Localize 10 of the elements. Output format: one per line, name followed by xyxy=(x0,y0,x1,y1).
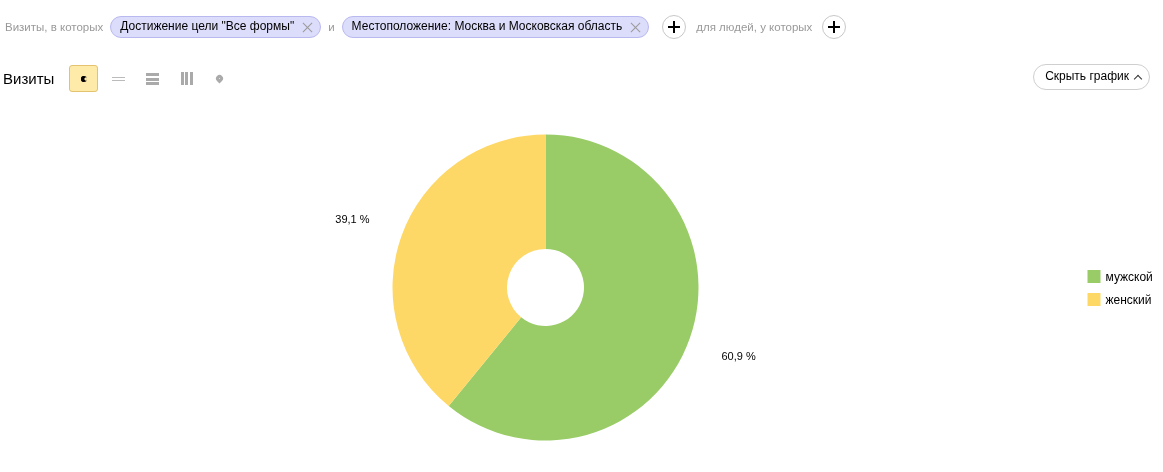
filter-chip: Местоположение: Москва и Московская область xyxy=(341,16,650,38)
filter-chip: Достижение цели "Все формы" xyxy=(110,16,322,38)
legend-label: мужской xyxy=(1105,269,1153,284)
text: Визиты xyxy=(3,68,55,89)
legend-label: женский xyxy=(1105,292,1152,307)
text: Визиты, в которых xyxy=(5,19,104,35)
text: для людей, у которых xyxy=(696,19,813,35)
data-label: 39,1 % xyxy=(335,212,370,225)
text: и xyxy=(328,19,335,35)
data-label: 60,9 % xyxy=(721,350,756,363)
